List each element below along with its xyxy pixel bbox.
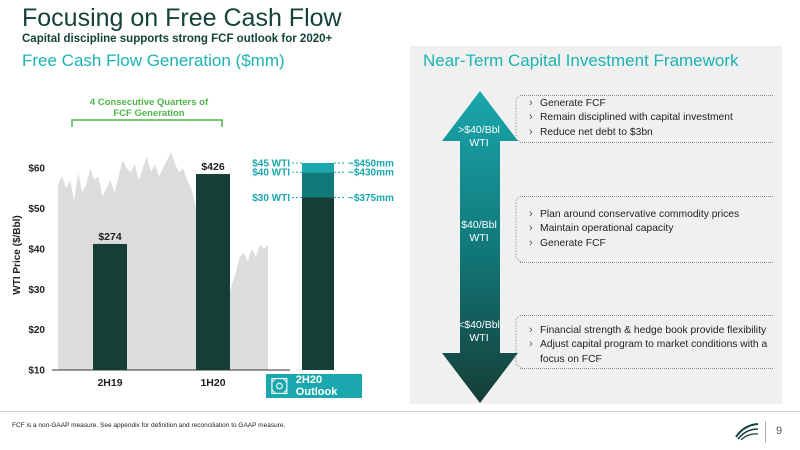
page-subtitle: Capital discipline supports strong FCF o… xyxy=(22,33,333,45)
tier-brace xyxy=(515,315,522,368)
price-double-arrow xyxy=(442,91,518,403)
bracket-label-line2: FCF Generation xyxy=(113,108,184,119)
bullet-item: Maintain operational capacity xyxy=(527,221,739,236)
tier-high-price: >$40/Bbl WTI xyxy=(458,124,500,149)
bracket-label-line1: 4 Consecutive Quarters of xyxy=(90,97,209,108)
outlook-segment xyxy=(302,197,334,370)
separator xyxy=(520,142,773,143)
company-logo-icon xyxy=(735,423,759,441)
separator xyxy=(520,368,773,369)
wti-price-area-path xyxy=(58,152,268,370)
framework-title: Near-Term Capital Investment Framework xyxy=(423,51,739,70)
outlook-bar: $30 WTI ~$375mm $40 WTI ~$430mm $45 WTI ~$450… xyxy=(252,159,394,370)
y-tick-label: $60 xyxy=(28,164,45,175)
bullet-item: Remain disciplined with capital investme… xyxy=(527,110,733,125)
fcf-bars: $274 2H19 $426 1H20 xyxy=(93,161,230,389)
x-tick-label: 1H20 xyxy=(200,377,225,389)
page-title: Focusing on Free Cash Flow xyxy=(22,4,342,32)
bullet-item-continued: focus on FCF xyxy=(540,353,602,365)
separator xyxy=(520,315,773,316)
fcf-bracket: 4 Consecutive Quarters of FCF Generation xyxy=(71,97,223,127)
wti-scenario-label: $30 WTI xyxy=(252,193,290,204)
bullet-item: Financial strength & hedge book provide … xyxy=(527,323,767,338)
separator xyxy=(520,95,773,96)
tier-brace xyxy=(515,196,522,262)
fcf-section-title: Free Cash Flow Generation ($mm) xyxy=(22,51,285,70)
tier-high-bullets: Generate FCF Remain disciplined with cap… xyxy=(527,96,733,140)
outlook-segment xyxy=(302,172,334,198)
wti-scenario-label: $40 WTI xyxy=(252,168,290,179)
fcf-scenario-label: ~$450mm xyxy=(348,159,394,170)
fcf-scenario-label: ~$375mm xyxy=(348,193,394,204)
y-axis-label: WTI Price ($/Bbl) xyxy=(12,215,23,294)
fcf-bar xyxy=(93,243,127,370)
tier-mid-price: $40/Bbl WTI xyxy=(461,219,497,244)
y-tick-label: $50 xyxy=(28,204,45,215)
chart-axes: $10 $20 $30 $40 $50 $60 WTI Price ($/Bbl) xyxy=(12,164,290,377)
bullet-item: Plan around conservative commodity price… xyxy=(527,207,739,222)
bullet-item: Reduce net debt to $3bn xyxy=(527,125,733,140)
wti-scenario-label: $45 WTI xyxy=(252,159,290,170)
x-tick-label: 2H19 xyxy=(97,377,122,389)
outlook-label: 2H20 Outlook xyxy=(295,374,338,398)
bullet-item: Generate FCF xyxy=(527,236,739,251)
fcf-scenario-label: ~$430mm xyxy=(348,168,394,179)
separator xyxy=(520,196,773,197)
y-tick-label: $20 xyxy=(28,325,45,336)
fcf-bar xyxy=(196,174,230,370)
target-icon xyxy=(271,377,288,395)
y-tick-label: $30 xyxy=(28,285,45,296)
footnote: FCF is a non-GAAP measure. See appendix … xyxy=(12,422,286,429)
bullet-item: Adjust capital program to market conditi… xyxy=(527,337,767,352)
footer-divider xyxy=(0,411,800,412)
footer-separator xyxy=(765,421,766,443)
y-tick-label: $40 xyxy=(28,244,45,255)
outlook-segment xyxy=(302,163,334,173)
tier-mid-bullets: Plan around conservative commodity price… xyxy=(527,207,739,251)
page-number: 9 xyxy=(776,425,783,437)
tier-brace xyxy=(515,95,522,143)
fcf-chart: $10 $20 $30 $40 $50 $60 WTI Price ($/Bbl) $274… xyxy=(12,97,394,389)
tier-low-bullets: Financial strength & hedge book provide … xyxy=(527,323,767,367)
tier-low-price: <$40/Bbl WTI xyxy=(458,319,500,344)
bar-value-label: $426 xyxy=(201,161,225,173)
separator xyxy=(520,262,773,263)
wti-price-area xyxy=(58,152,268,370)
y-tick-label: $10 xyxy=(28,366,45,377)
outlook-legend-box: 2H20 Outlook xyxy=(266,374,362,398)
bullet-item: Generate FCF xyxy=(527,96,733,111)
bar-value-label: $274 xyxy=(98,231,122,243)
